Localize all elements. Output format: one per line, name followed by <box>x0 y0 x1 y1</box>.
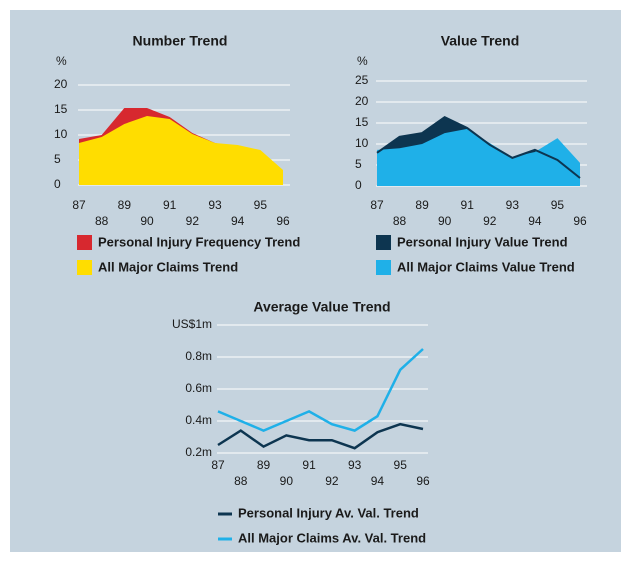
x-tick-label: 95 <box>394 458 408 472</box>
legend-swatch <box>376 260 391 275</box>
legend-label: Personal Injury Frequency Trend <box>98 234 300 249</box>
x-tick-label: 89 <box>415 198 429 212</box>
y-tick-label: 20 <box>54 77 68 91</box>
legend-label: All Major Claims Value Trend <box>397 259 575 274</box>
y-tick-label: 25 <box>355 73 369 87</box>
x-tick-label: 88 <box>393 214 407 228</box>
y-tick-label: 10 <box>355 136 369 150</box>
y-tick-label: 0.8m <box>185 349 212 363</box>
x-tick-label: 94 <box>231 214 245 228</box>
x-tick-label: 91 <box>163 198 177 212</box>
x-tick-label: 87 <box>72 198 86 212</box>
y-tick-label: 0.4m <box>185 413 212 427</box>
y-tick-label: 5 <box>54 152 61 166</box>
x-tick-label: 94 <box>371 474 385 488</box>
y-tick-label: 20 <box>355 94 369 108</box>
x-tick-label: 92 <box>483 214 497 228</box>
area-series <box>79 116 283 185</box>
x-tick-label: 88 <box>234 474 248 488</box>
x-tick-label: 90 <box>280 474 294 488</box>
chart-title: Average Value Trend <box>253 299 390 315</box>
y-tick-label: 15 <box>355 115 369 129</box>
y-tick-label: US$1m <box>172 317 212 331</box>
x-tick-label: 90 <box>438 214 452 228</box>
legend-swatch <box>376 235 391 250</box>
line-series <box>217 348 424 432</box>
x-tick-label: 93 <box>506 198 520 212</box>
series-outline <box>376 115 581 179</box>
x-tick-label: 93 <box>208 198 222 212</box>
legend-label: Personal Injury Av. Val. Trend <box>238 505 419 520</box>
y-tick-label: 0.2m <box>185 445 212 459</box>
x-tick-label: 87 <box>370 198 384 212</box>
line-series <box>217 422 424 450</box>
chart-title: Value Trend <box>441 33 520 49</box>
y-tick-label: 0 <box>54 177 61 191</box>
x-tick-label: 94 <box>528 214 542 228</box>
x-tick-label: 90 <box>140 214 154 228</box>
x-tick-label: 92 <box>186 214 200 228</box>
x-tick-label: 95 <box>254 198 268 212</box>
panel-background <box>10 10 621 552</box>
y-tick-label: 0.6m <box>185 381 212 395</box>
x-tick-label: 95 <box>551 198 565 212</box>
legend-swatch <box>77 235 92 250</box>
y-tick-label: 5 <box>355 157 362 171</box>
x-tick-label: 89 <box>257 458 271 472</box>
y-tick-label: 15 <box>54 102 68 116</box>
x-tick-label: 96 <box>276 214 290 228</box>
x-tick-label: 88 <box>95 214 109 228</box>
legend-label: Personal Injury Value Trend <box>397 234 568 249</box>
chart-title: Number Trend <box>133 33 228 49</box>
y-tick-label: 0 <box>355 178 362 192</box>
y-unit-label: % <box>56 54 67 68</box>
legend-label: All Major Claims Av. Val. Trend <box>238 530 426 545</box>
area-series <box>377 128 580 186</box>
y-unit-label: % <box>357 54 368 68</box>
x-tick-label: 92 <box>325 474 339 488</box>
x-tick-label: 91 <box>302 458 316 472</box>
legend-label: All Major Claims Trend <box>98 259 238 274</box>
x-tick-label: 91 <box>461 198 475 212</box>
x-tick-label: 96 <box>573 214 587 228</box>
x-tick-label: 93 <box>348 458 362 472</box>
x-tick-label: 89 <box>118 198 132 212</box>
x-tick-label: 87 <box>211 458 225 472</box>
x-tick-label: 96 <box>416 474 430 488</box>
legend-swatch <box>77 260 92 275</box>
y-tick-label: 10 <box>54 127 68 141</box>
